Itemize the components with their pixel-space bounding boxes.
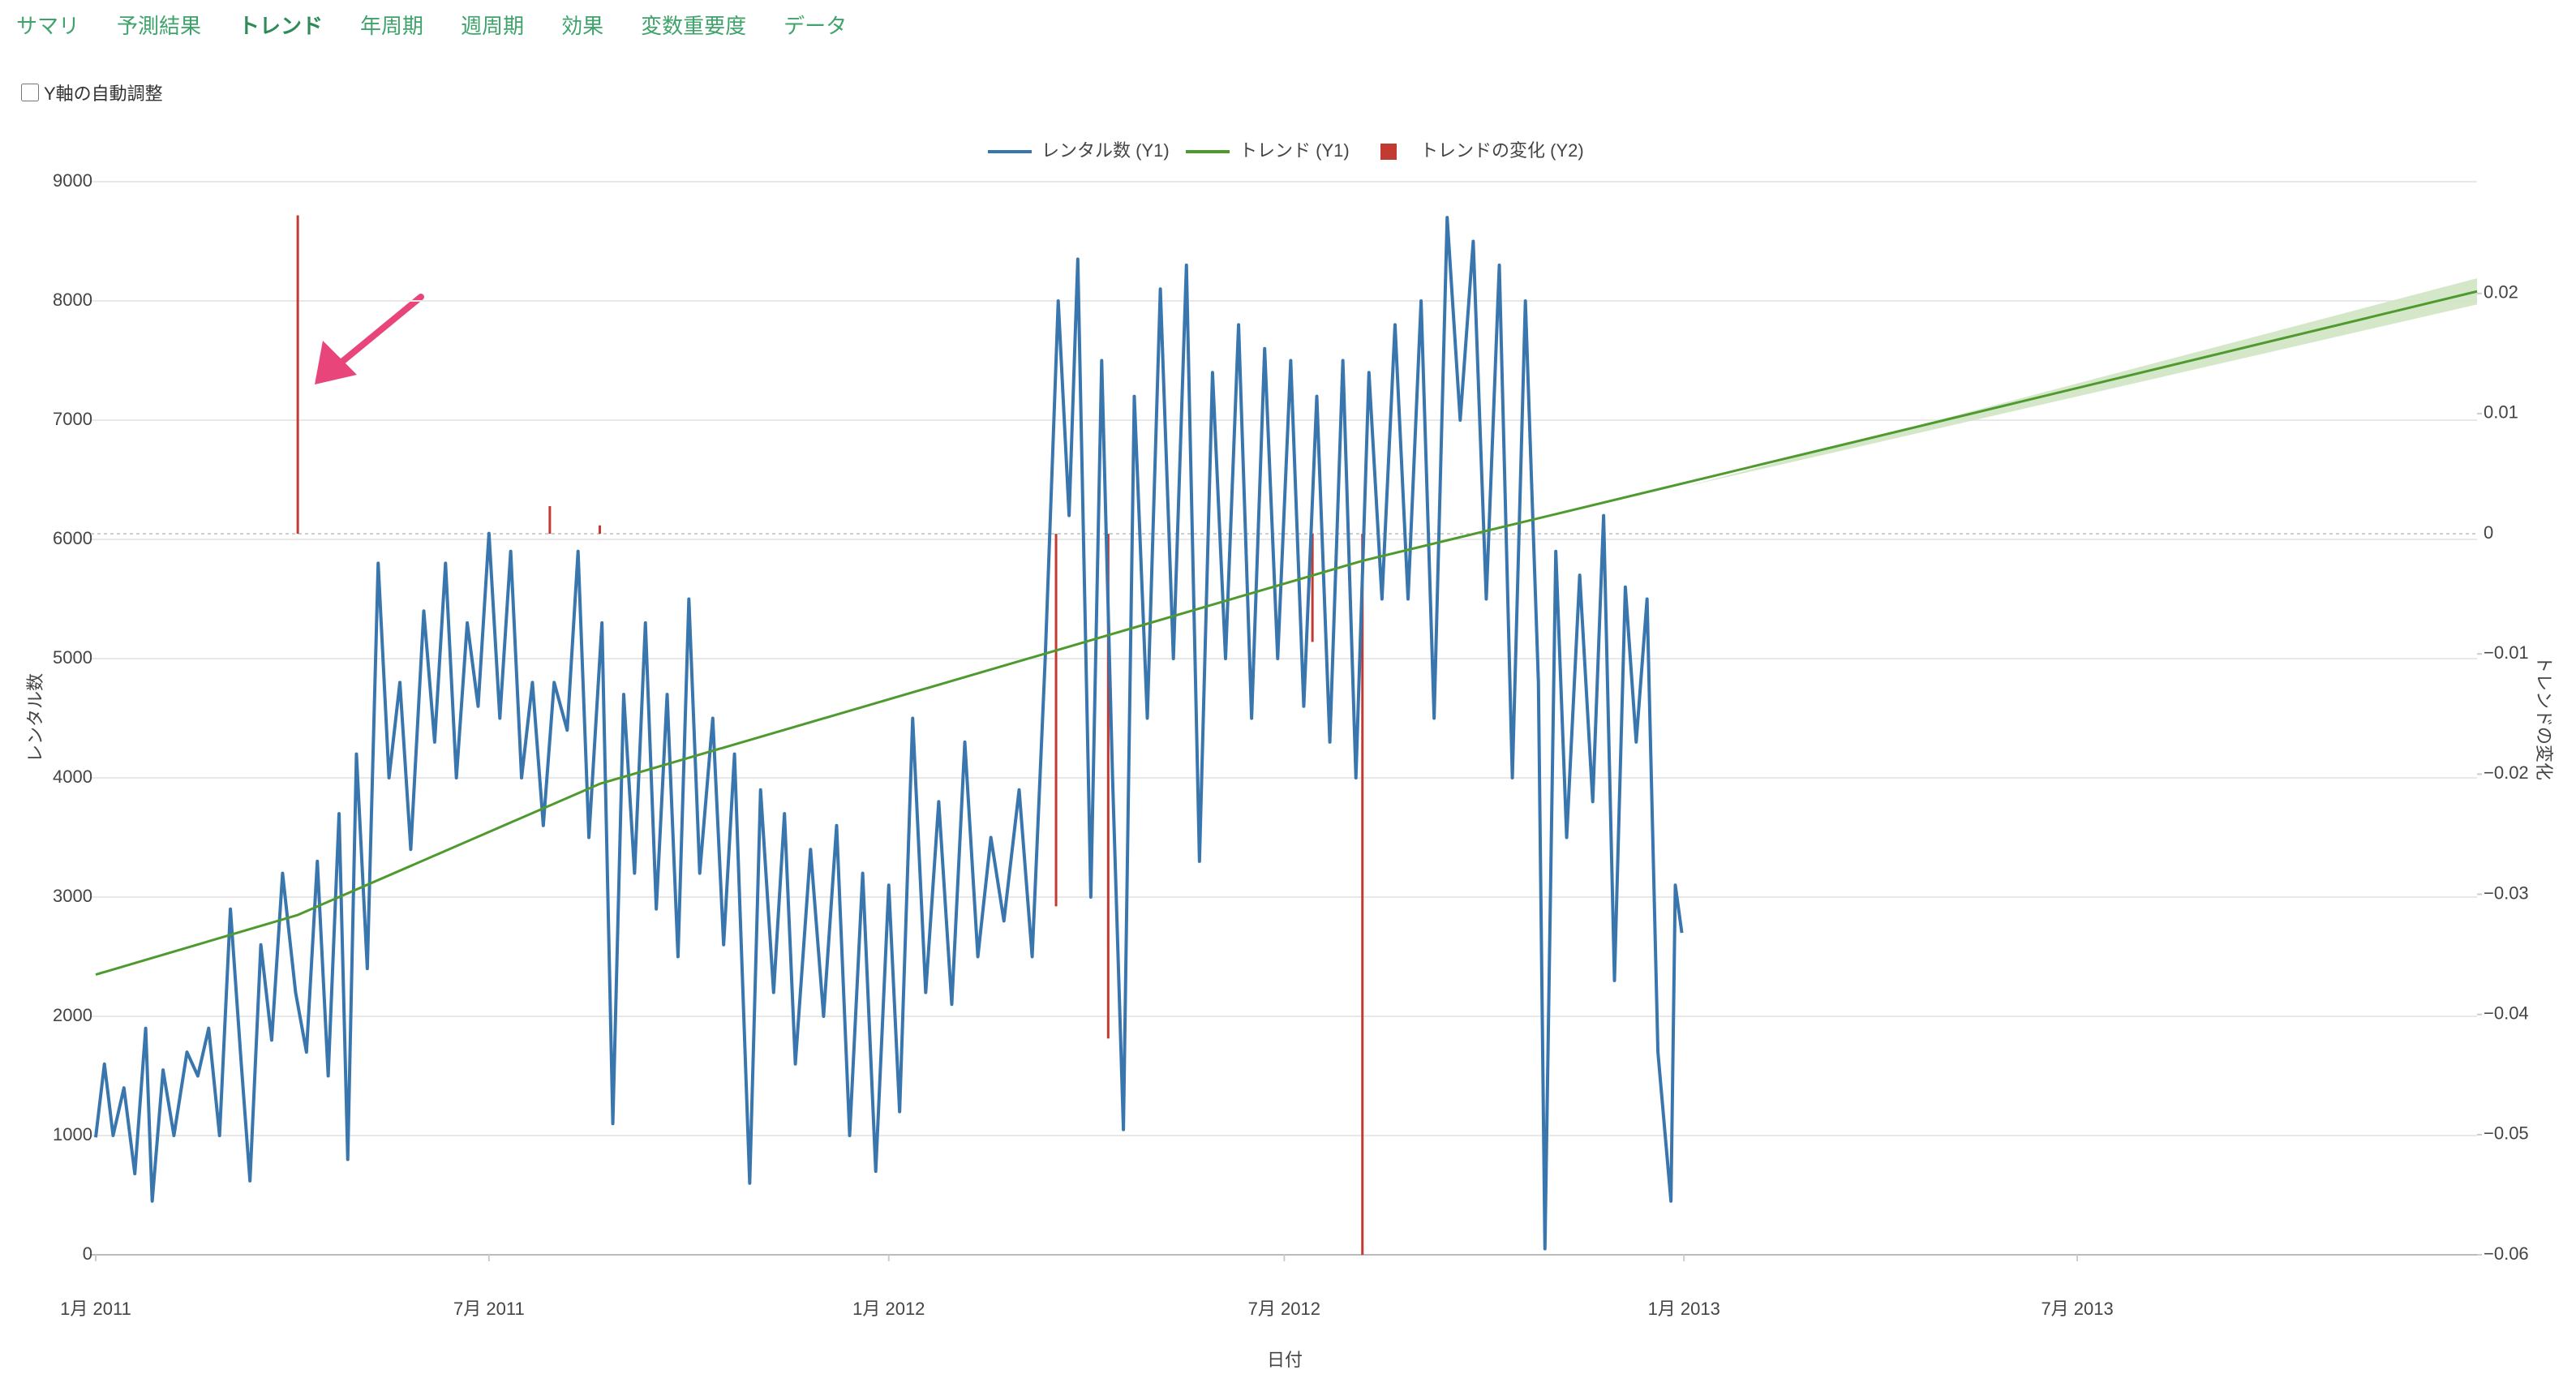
y2-axis-title: トレンドの変化	[2534, 655, 2554, 780]
y2-tick-label: −0.01	[2484, 642, 2529, 663]
y-tick-label: 9000	[53, 170, 92, 191]
legend-label: レンタル数 (Y1)	[1041, 140, 1170, 161]
y2-tick-label: 0.01	[2484, 402, 2518, 423]
y-axis-title: レンタル数	[25, 673, 45, 762]
legend-label: トレンドの変化 (Y2)	[1420, 140, 1584, 161]
y-tick-label: 5000	[53, 647, 92, 668]
y2-tick-label: 0.02	[2484, 282, 2518, 303]
y-tick-label: 4000	[53, 766, 92, 787]
bar	[598, 525, 601, 535]
y-tick-label: 7000	[53, 409, 92, 429]
line	[95, 290, 2478, 976]
checkbox[interactable]	[21, 84, 39, 101]
x-tick-label: 7月 2011	[453, 1299, 525, 1319]
tab[interactable]: 変数重要度	[641, 14, 747, 38]
confidence-band	[1684, 278, 2477, 487]
y2-tick-label: −0.02	[2484, 762, 2529, 783]
tab[interactable]: 年周期	[360, 14, 424, 38]
x-tick-label: 1月 2013	[1648, 1299, 1720, 1319]
tab[interactable]: サマリ	[16, 14, 80, 38]
y-tick-label: 2000	[53, 1005, 92, 1025]
x-axis-title: 日付	[1267, 1350, 1303, 1370]
tab[interactable]: データ	[784, 14, 848, 38]
tab-bar: サマリ 予測結果 トレンド 年周期 週周期 効果 変数重要度 データ	[16, 10, 847, 40]
bar	[296, 215, 299, 535]
checkbox-label: Y軸の自動調整	[44, 84, 163, 104]
y-tick-label: 0	[83, 1243, 92, 1264]
bar	[1106, 534, 1110, 1039]
y-tick-label: 1000	[53, 1124, 92, 1144]
bar	[548, 506, 552, 535]
tab[interactable]: 週周期	[461, 14, 525, 38]
bar	[1054, 534, 1058, 907]
y2-tick-label: 0	[2484, 522, 2493, 543]
line	[94, 216, 1684, 1251]
y-tick-label: 8000	[53, 290, 92, 310]
y-tick-label: 3000	[53, 886, 92, 906]
legend-swatch	[1380, 144, 1397, 160]
x-tick-label: 1月 2011	[60, 1299, 131, 1319]
tab[interactable]: トレンド	[238, 14, 324, 38]
y2-tick-label: −0.05	[2484, 1123, 2529, 1144]
y2-tick-label: −0.06	[2484, 1243, 2529, 1264]
bar	[1311, 534, 1314, 642]
annotation-arrow	[315, 294, 424, 384]
tab[interactable]: 予測結果	[117, 14, 202, 38]
x-tick-label: 7月 2012	[1248, 1299, 1320, 1319]
y2-tick-label: −0.04	[2484, 1003, 2529, 1024]
y-tick-label: 6000	[53, 528, 92, 548]
x-tick-label: 1月 2012	[852, 1299, 925, 1319]
x-tick-label: 7月 2013	[2041, 1299, 2113, 1319]
y2-tick-label: −0.03	[2484, 882, 2529, 903]
legend-label: トレンド (Y1)	[1239, 140, 1350, 161]
tab[interactable]: 効果	[561, 14, 604, 38]
checkbox-row[interactable]: Y軸の自動調整	[21, 79, 163, 105]
bar	[1361, 534, 1364, 1255]
